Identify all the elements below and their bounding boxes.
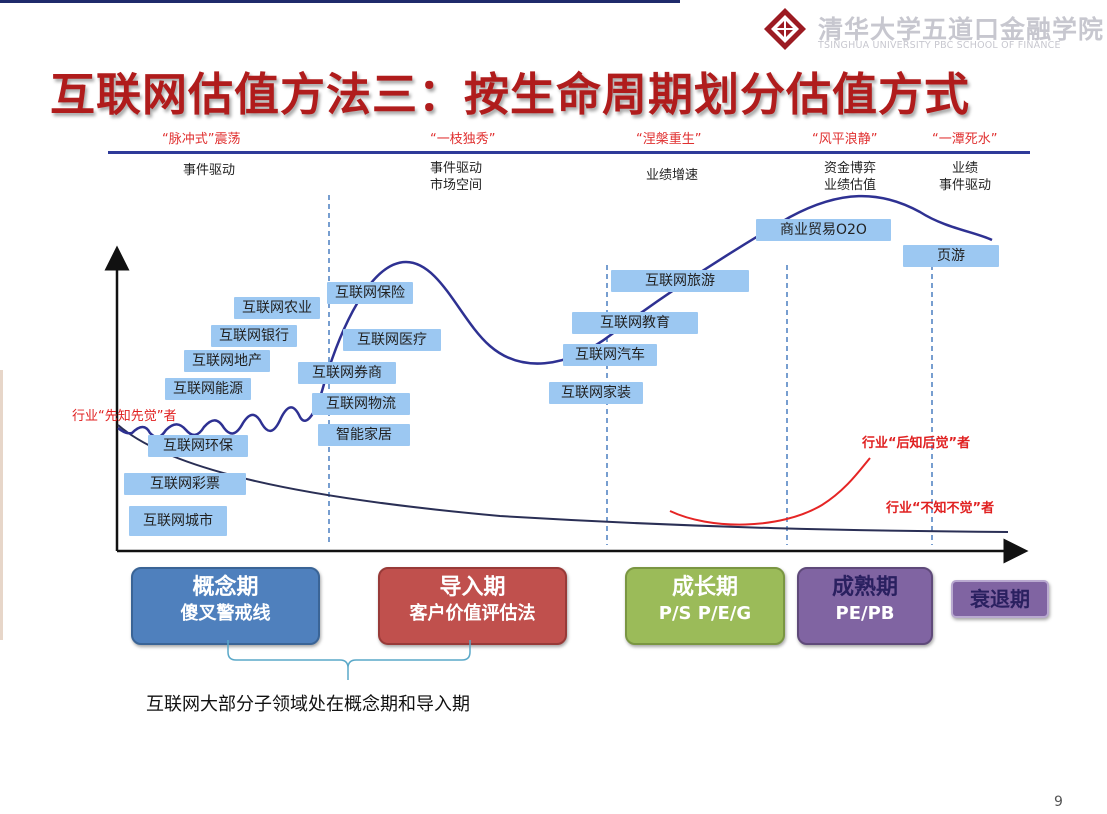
driver-text: 业绩增速 [646, 168, 699, 183]
school-name-cn: 清华大学五道口金融学院 [818, 15, 1105, 44]
late-adopter-curve [669, 457, 871, 526]
sector-label: 互联网城市 [129, 506, 227, 536]
sector-label: 互联网汽车 [563, 344, 657, 366]
sector-label: 互联网保险 [327, 282, 413, 304]
lifecycle-curve [117, 194, 993, 439]
late-adopter-note: 行业“后知后觉”者 [862, 436, 971, 451]
phase-label: “涅槃重生” [636, 132, 702, 147]
early-adopter-note: 行业“先知先觉”者 [72, 409, 177, 424]
sector-label: 互联网教育 [572, 312, 698, 334]
slide-title: 互联网估值方法三：按生命周期划分估值方式 [50, 68, 971, 121]
sector-label: 互联网彩票 [124, 473, 246, 495]
decay-curve [117, 424, 1009, 533]
unaware-note: 行业“不知不觉”者 [886, 501, 995, 516]
phase-label: “风平浪静” [812, 132, 878, 147]
phase-label: “脉冲式”震荡 [162, 132, 241, 147]
school-logo: 清华大学五道口金融学院 TSINGHUA UNIVERSITY PBC SCHO… [762, 6, 1105, 54]
sector-label: 商业贸易O2O [756, 219, 891, 241]
stage-maturity: 成熟期 PE/PB [797, 567, 933, 645]
sector-label: 互联网券商 [298, 362, 396, 384]
sector-label: 互联网环保 [148, 435, 248, 457]
stage-growth: 成长期 P/S P/E/G [625, 567, 785, 645]
tsinghua-emblem-icon [764, 8, 806, 50]
header-divider [108, 151, 1030, 154]
top-accent-bar [0, 0, 680, 3]
sector-label: 互联网能源 [165, 378, 251, 400]
driver-text: 事件驱动 [183, 163, 236, 178]
driver-text: 事件驱动 市场空间 [430, 161, 483, 193]
driver-text: 资金博弈 业绩估值 [824, 161, 877, 193]
sector-label: 互联网物流 [312, 393, 410, 415]
sector-label: 页游 [903, 245, 999, 267]
sector-label: 互联网银行 [211, 325, 297, 347]
phase-label: “一枝独秀” [430, 132, 496, 147]
page-number: 9 [1054, 794, 1063, 810]
school-name-en: TSINGHUA UNIVERSITY PBC SCHOOL OF FINANC… [818, 40, 1061, 51]
driver-text: 业绩 事件驱动 [939, 161, 992, 193]
sector-label: 互联网农业 [234, 297, 320, 319]
sector-label: 智能家居 [318, 424, 410, 446]
sector-label: 互联网旅游 [611, 270, 749, 292]
phase-label: “一潭死水” [932, 132, 998, 147]
stage-concept: 概念期 傻叉警戒线 [131, 567, 320, 645]
sector-label: 互联网家装 [549, 382, 643, 404]
stage-decline: 衰退期 [951, 580, 1049, 618]
summary-text: 互联网大部分子领域处在概念期和导入期 [146, 694, 470, 715]
stage-introduction: 导入期 客户价值评估法 [378, 567, 567, 645]
left-accent-bar [0, 370, 3, 640]
sector-label: 互联网地产 [184, 350, 270, 372]
sector-label: 互联网医疗 [343, 329, 441, 351]
